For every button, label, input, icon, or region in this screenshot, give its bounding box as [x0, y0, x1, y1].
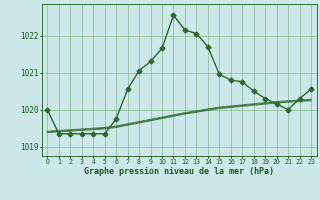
X-axis label: Graphe pression niveau de la mer (hPa): Graphe pression niveau de la mer (hPa) [84, 167, 274, 176]
